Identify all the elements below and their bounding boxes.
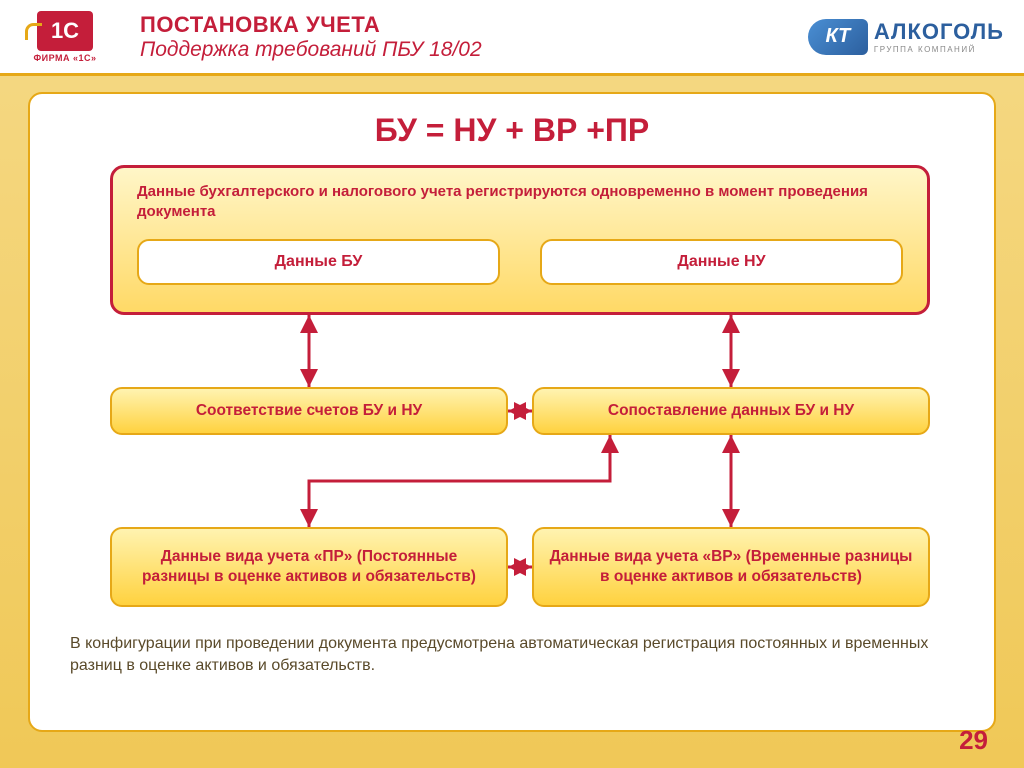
container-box: Данные бухгалтерского и налогового учета… [110, 165, 930, 315]
formula-heading: БУ = НУ + ВР +ПР [70, 112, 954, 149]
node-inner-left: Данные БУ [137, 239, 500, 285]
logo-1c-label: ФИРМА «1С» [33, 53, 96, 63]
node-row3-left: Данные вида учета «ПР» (Постоянные разни… [110, 527, 508, 607]
footer-text: В конфигурации при проведении документа … [70, 633, 954, 678]
logo-kt: КТ АЛКОГОЛЬ ГРУППА КОМПАНИЙ [808, 19, 1004, 55]
node-row2-right: Сопоставление данных БУ и НУ [532, 387, 930, 435]
title-block: ПОСТАНОВКА УЧЕТА Поддержка требований ПБ… [140, 12, 808, 62]
node-row2-left: Соответствие счетов БУ и НУ [110, 387, 508, 435]
content-panel: БУ = НУ + ВР +ПР [28, 92, 996, 732]
node-inner-right: Данные НУ [540, 239, 903, 285]
kt-subtitle: ГРУППА КОМПАНИЙ [874, 45, 1004, 54]
logo-1c-mark: 1C [37, 11, 93, 51]
title-line-2: Поддержка требований ПБУ 18/02 [140, 38, 808, 62]
slide-header: 1C ФИРМА «1С» ПОСТАНОВКА УЧЕТА Поддержка… [0, 0, 1024, 76]
page-number: 29 [959, 725, 988, 756]
kt-brand: АЛКОГОЛЬ [874, 19, 1004, 45]
kt-icon: КТ [808, 19, 868, 55]
title-line-1: ПОСТАНОВКА УЧЕТА [140, 12, 808, 38]
node-row3-right: Данные вида учета «ВР» (Временные разниц… [532, 527, 930, 607]
logo-1c: 1C ФИРМА «1С» [20, 7, 110, 67]
container-box-text: Данные бухгалтерского и налогового учета… [137, 182, 903, 223]
flowchart-diagram: Данные бухгалтерского и налогового учета… [70, 165, 954, 625]
